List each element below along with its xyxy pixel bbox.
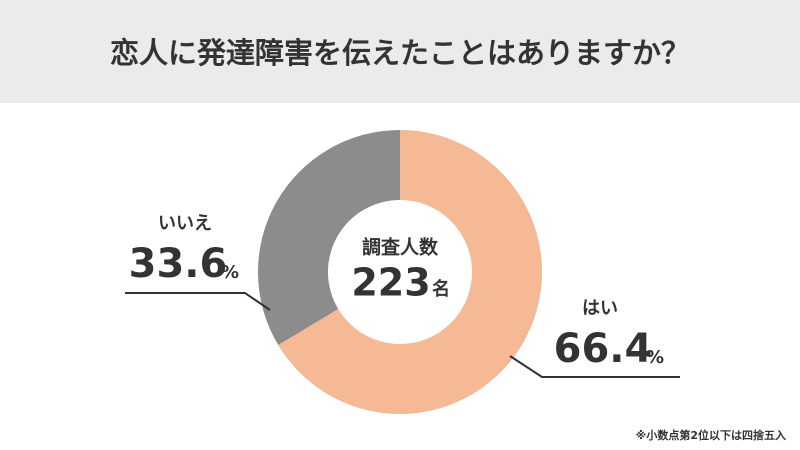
leader-line bbox=[125, 292, 271, 311]
sample-size: 223 bbox=[351, 261, 430, 305]
title-band bbox=[0, 0, 800, 103]
value-label: 66.4 bbox=[554, 326, 653, 372]
chart-title: 恋人に発達障害を伝えたことはありますか？ bbox=[110, 36, 690, 70]
center-label: 調査人数 bbox=[362, 236, 439, 259]
unit-label: % bbox=[221, 262, 239, 283]
donut-slice bbox=[278, 130, 542, 415]
category-label: はい bbox=[582, 298, 618, 319]
value-label: 33.6 bbox=[129, 241, 228, 287]
unit-label: % bbox=[646, 347, 664, 368]
leader-line bbox=[509, 355, 680, 378]
category-label: いいえ bbox=[158, 213, 212, 234]
footnote: ※小数点第2位以下は四捨五入 bbox=[636, 428, 786, 442]
sample-unit: 名 bbox=[432, 278, 450, 300]
donut-slice bbox=[258, 130, 400, 346]
